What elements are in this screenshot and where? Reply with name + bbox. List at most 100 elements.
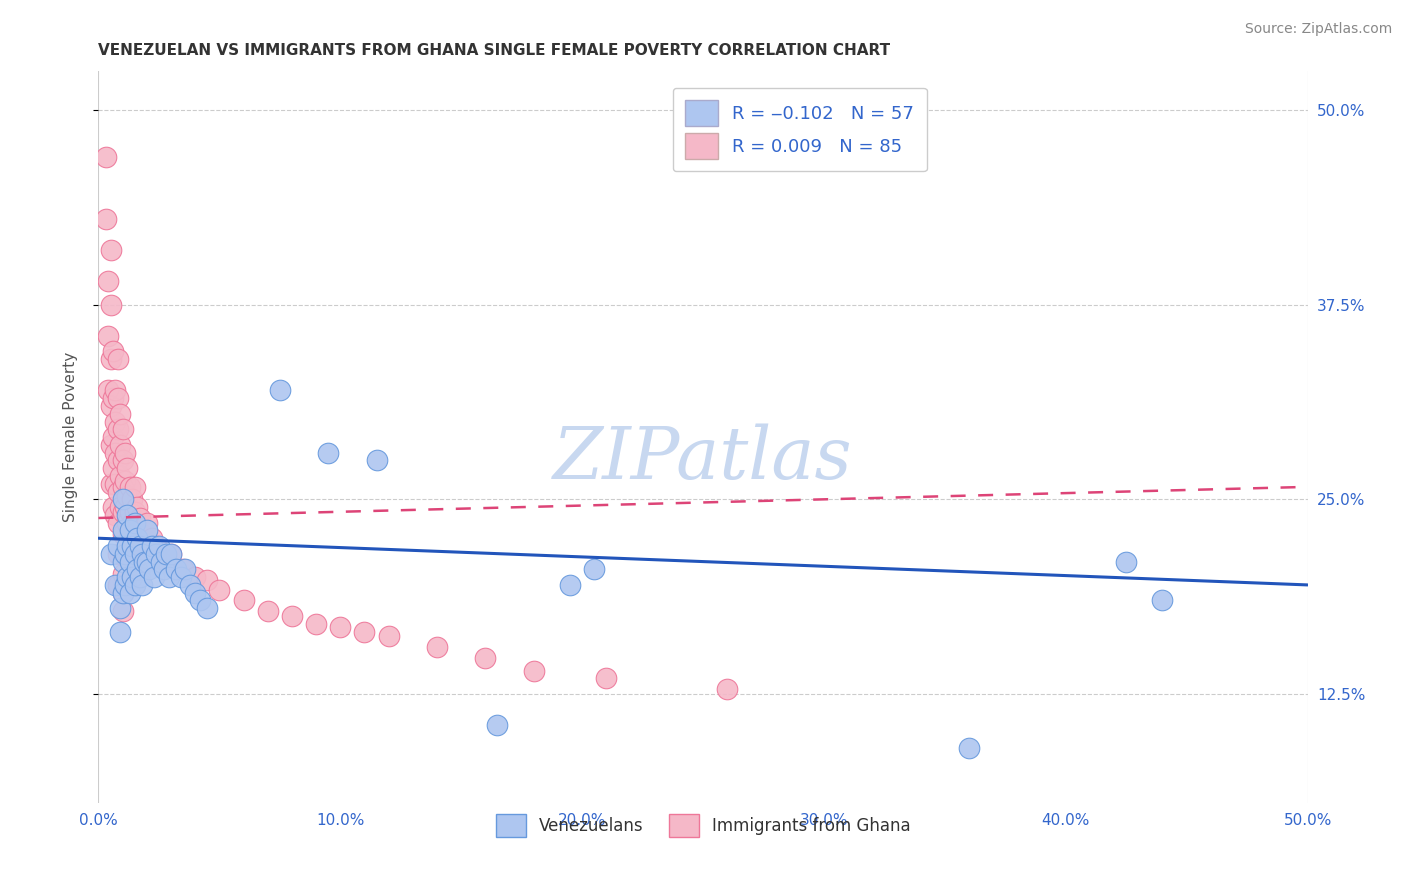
Point (957, 741, 980, 756)
Point (1152, 593, 1174, 607)
Point (523, 664, 546, 678)
Point (145, 547, 167, 561)
Point (111, 524, 134, 538)
Point (366, 453, 388, 467)
Point (118, 524, 141, 538)
Point (100, 298, 122, 312)
Point (101, 500, 124, 515)
Point (127, 524, 149, 538)
Point (169, 570, 191, 584)
Point (172, 562, 194, 576)
Point (195, 601, 218, 615)
Point (101, 391, 124, 405)
Point (474, 651, 496, 665)
Point (118, 585, 141, 599)
Point (111, 492, 134, 507)
Point (108, 624, 131, 639)
Point (160, 547, 183, 561)
Point (148, 539, 170, 553)
Point (107, 484, 129, 499)
Point (104, 578, 127, 592)
Point (117, 570, 139, 584)
Point (184, 585, 207, 599)
Point (118, 526, 141, 541)
Y-axis label: Single Female Poverty: Single Female Poverty (63, 352, 77, 522)
Point (111, 480, 134, 494)
Point (107, 578, 129, 592)
Point (124, 480, 146, 494)
Point (269, 384, 291, 398)
Legend: Venezuelans, Immigrants from Ghana: Venezuelans, Immigrants from Ghana (488, 805, 918, 846)
Point (131, 578, 153, 592)
Point (111, 567, 134, 582)
Point (155, 547, 177, 561)
Point (124, 578, 146, 592)
Point (131, 547, 153, 561)
Point (124, 526, 146, 541)
Point (127, 562, 149, 576)
Point (134, 539, 156, 553)
Point (100, 244, 122, 258)
Point (150, 555, 173, 569)
Point (104, 508, 127, 522)
Point (104, 415, 127, 429)
Point (124, 505, 146, 519)
Point (118, 505, 141, 519)
Point (124, 516, 146, 530)
Point (108, 500, 131, 515)
Point (155, 555, 177, 569)
Point (97, 329, 120, 343)
Point (316, 445, 339, 459)
Point (128, 570, 150, 584)
Point (184, 570, 207, 584)
Point (195, 574, 218, 588)
Point (127, 531, 149, 545)
Point (143, 570, 166, 584)
Text: VENEZUELAN VS IMMIGRANTS FROM GHANA SINGLE FEMALE POVERTY CORRELATION CHART: VENEZUELAN VS IMMIGRANTS FROM GHANA SING… (98, 43, 890, 58)
Point (117, 539, 139, 553)
Point (101, 461, 124, 475)
Point (94, 150, 117, 164)
Point (100, 399, 122, 413)
Point (305, 616, 328, 631)
Point (152, 562, 174, 576)
Point (107, 516, 129, 530)
Point (104, 384, 127, 398)
Point (117, 516, 139, 530)
Point (114, 547, 136, 561)
Text: ZIPatlas: ZIPatlas (553, 424, 853, 494)
Point (138, 562, 160, 576)
Point (114, 445, 136, 459)
Point (188, 593, 211, 607)
Point (107, 547, 129, 561)
Point (134, 555, 156, 569)
Point (100, 476, 122, 491)
Point (329, 620, 352, 634)
Point (135, 524, 157, 538)
Point (174, 562, 197, 576)
Point (104, 476, 127, 491)
Point (208, 582, 231, 597)
Point (281, 609, 304, 624)
Point (107, 539, 129, 553)
Point (101, 430, 124, 444)
Point (111, 604, 134, 618)
Point (111, 505, 134, 519)
Point (118, 480, 141, 494)
Point (165, 562, 187, 576)
Point (121, 516, 143, 530)
Point (124, 547, 146, 561)
Point (111, 453, 134, 467)
Point (121, 539, 143, 553)
Point (118, 555, 141, 569)
Point (108, 407, 131, 421)
Point (111, 422, 134, 436)
Point (107, 453, 129, 467)
Point (108, 438, 131, 452)
Point (107, 391, 129, 405)
Point (141, 539, 163, 553)
Point (100, 352, 122, 367)
Point (558, 578, 581, 592)
Point (128, 539, 150, 553)
Point (111, 555, 134, 569)
